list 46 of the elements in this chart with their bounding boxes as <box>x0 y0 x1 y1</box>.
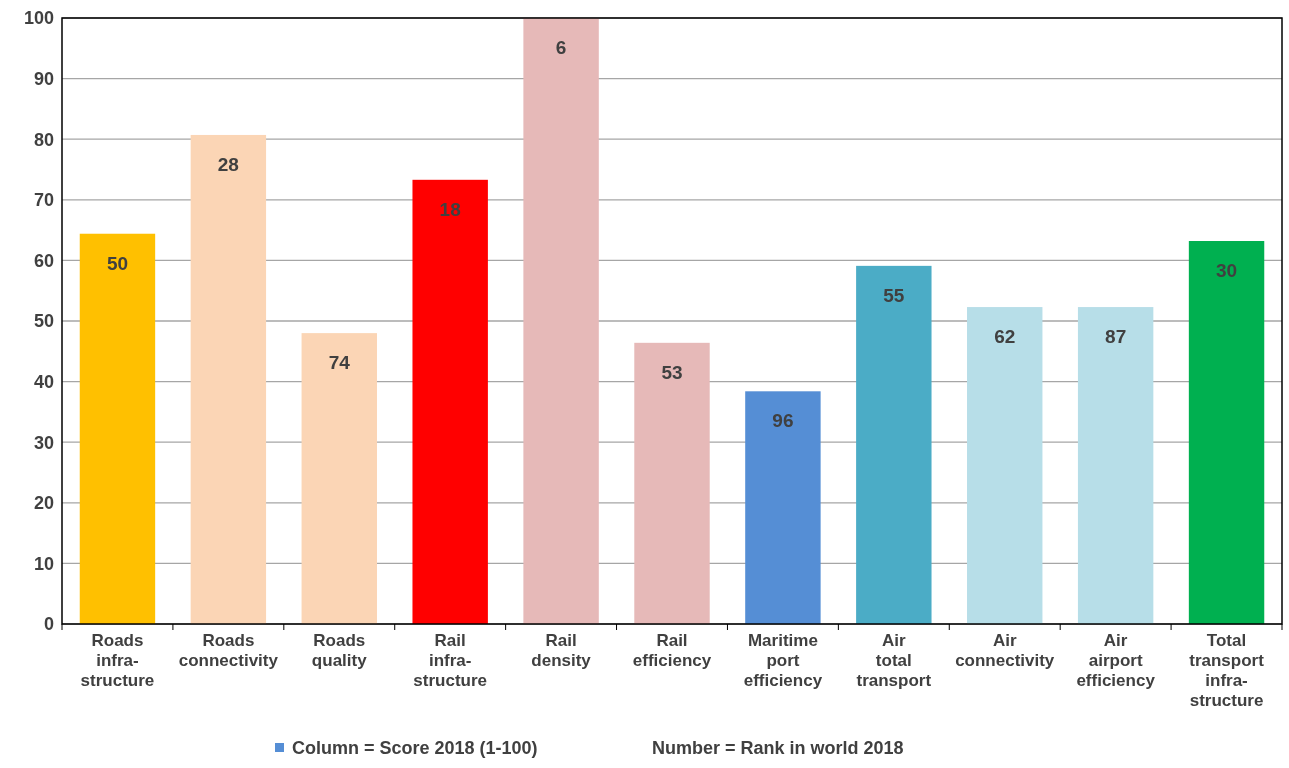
y-tick-label: 80 <box>33 129 54 150</box>
x-tick-label: Maritime port efficiency <box>743 631 823 690</box>
x-tick-label: Rail infra- structure <box>413 631 488 690</box>
annotation: 55 <box>883 284 905 306</box>
legend-label: Column = Score 2018 (1-100) <box>292 738 538 758</box>
y-tick-label: 10 <box>33 553 54 574</box>
y-tick-label: 20 <box>33 493 54 514</box>
text: Number = Rank in world 2018 <box>652 738 904 758</box>
bar <box>412 179 488 624</box>
bar <box>190 134 267 624</box>
y-tick-label: 0 <box>43 614 54 635</box>
y-tick-label: 100 <box>23 8 54 29</box>
bar <box>523 18 599 624</box>
annotation: 53 <box>661 361 683 383</box>
bar <box>1188 241 1265 624</box>
annotation: 96 <box>772 410 794 432</box>
x-tick-label: Total transport infra- structure <box>1189 631 1265 710</box>
annotation: 6 <box>555 37 567 58</box>
bar <box>1077 307 1154 624</box>
x-tick-label: Roads infra- structure <box>80 631 155 690</box>
x-tick-label: Air connectivity <box>955 631 1055 670</box>
y-tick-label: 40 <box>33 371 54 392</box>
annotation: 18 <box>439 198 461 220</box>
y-tick-label: 30 <box>33 432 54 453</box>
bar <box>634 342 710 624</box>
x-tick-label: Rail efficiency <box>632 631 712 670</box>
annotation: 87 <box>1105 326 1127 348</box>
bar <box>745 391 821 624</box>
x-tick-label: Roads connectivity <box>178 631 279 670</box>
annotation: 62 <box>994 326 1016 348</box>
annotation: 30 <box>1215 260 1238 282</box>
x-tick-label: Roads quality <box>311 631 368 670</box>
y-tick-label: 60 <box>33 250 54 271</box>
y-tick-label: 70 <box>33 190 54 211</box>
y-tick-label: 90 <box>33 68 54 89</box>
annotation: 74 <box>328 352 351 374</box>
x-tick-label: Air airport efficiency <box>1076 631 1156 690</box>
x-tick-label: Rail density <box>531 631 592 670</box>
annotation: 50 <box>106 252 129 274</box>
bar <box>79 233 156 624</box>
x-tick-label: Air total transport <box>856 631 932 690</box>
bar <box>301 333 377 624</box>
y-tick-label: 50 <box>33 311 54 332</box>
bar <box>967 307 1043 624</box>
bar <box>856 265 932 624</box>
annotation: 28 <box>217 153 239 175</box>
